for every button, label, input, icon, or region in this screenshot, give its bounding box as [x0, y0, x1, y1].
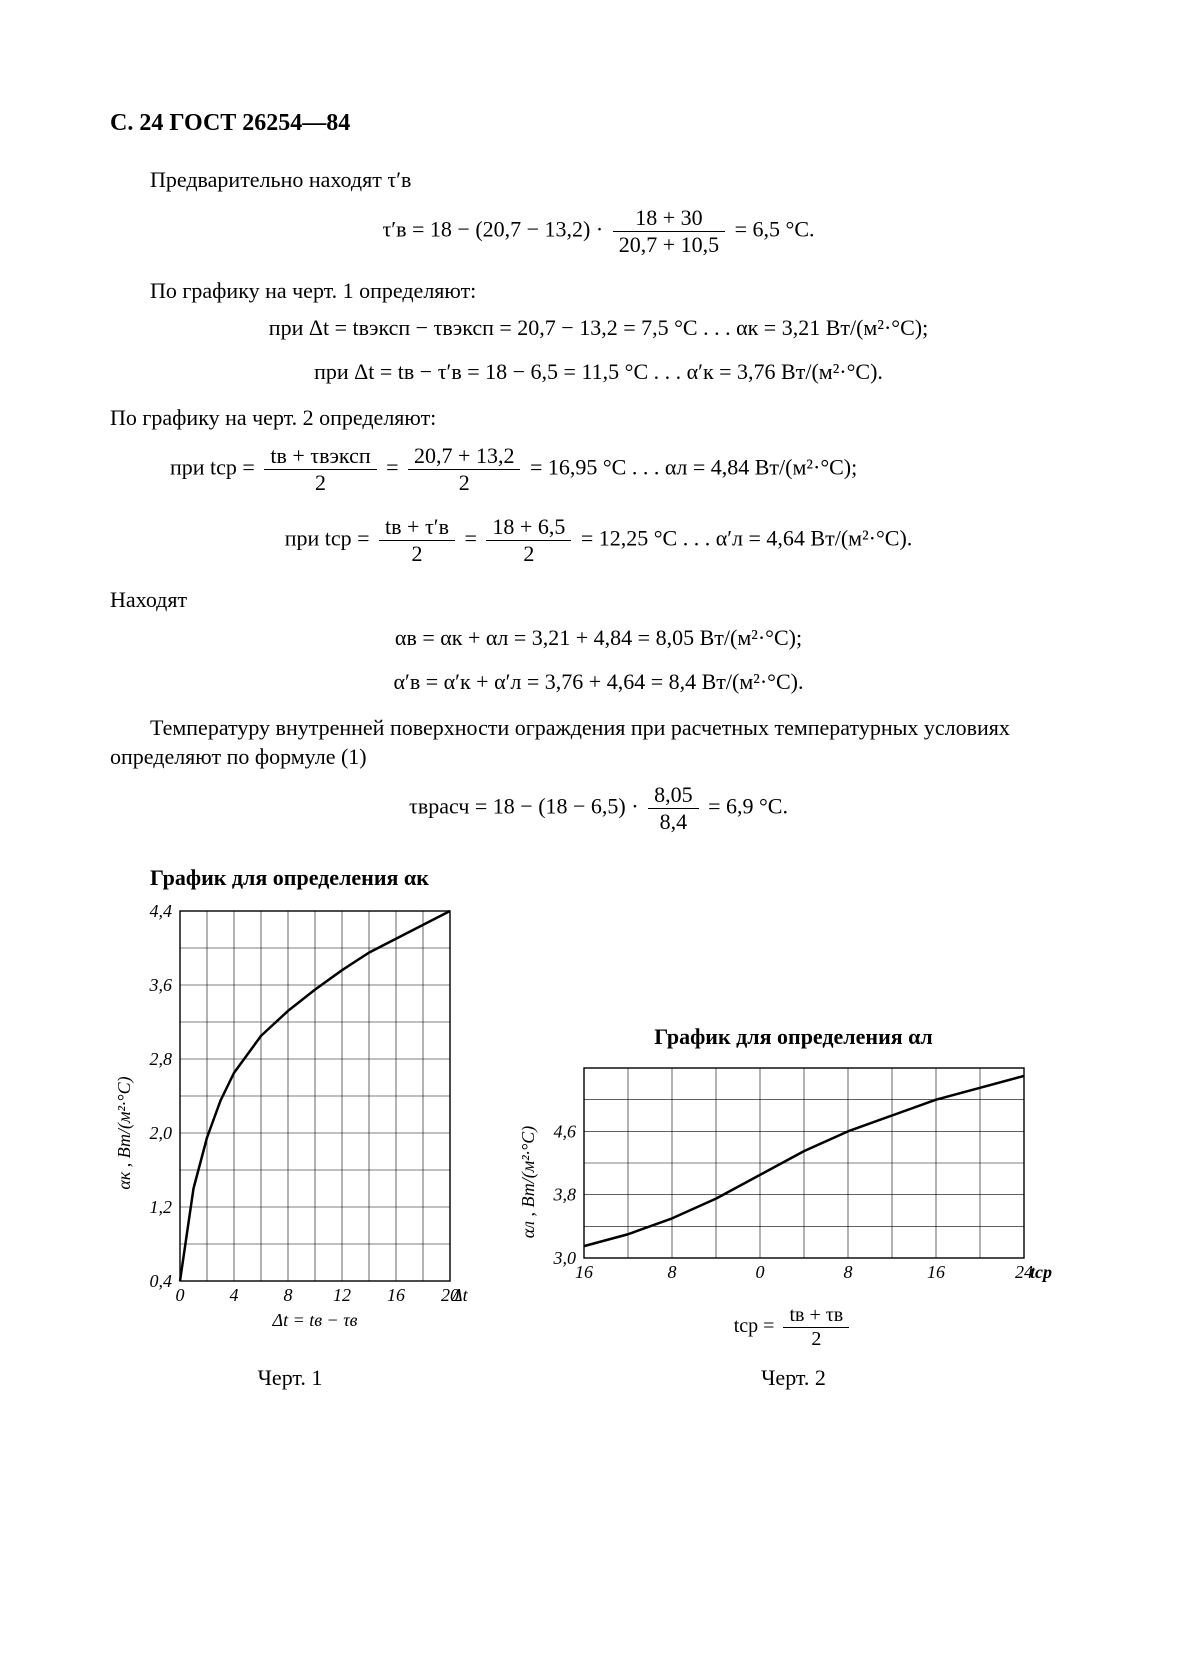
eq1-num: 18 + 30: [613, 205, 725, 232]
chart1-title: График для определения αк: [150, 865, 1087, 891]
equation-tcp-1: при tср = tв + τвэксп 2 = 20,7 + 13,2 2 …: [110, 443, 1087, 496]
eq3b-f1-num: tв + τ′в: [379, 514, 455, 541]
svg-text:αл , Вт/(м²·°C): αл , Вт/(м²·°C): [518, 1126, 539, 1239]
equation-dt-2: при Δt = tв − τ′в = 18 − 6,5 = 11,5 °C .…: [110, 359, 1087, 385]
chart2-xformula-den: 2: [783, 1328, 849, 1351]
eq3a-frac1: tв + τвэксп 2: [264, 443, 376, 496]
svg-text:16: 16: [387, 1285, 405, 1305]
eq3b-lhs: при tср =: [285, 526, 375, 551]
eq5-lhs: τврасч = 18 − (18 − 6,5) ·: [409, 794, 644, 819]
svg-text:16: 16: [575, 1262, 593, 1282]
chart2-xformula-num: tв + τв: [783, 1304, 849, 1328]
svg-text:Δt = tв − τв: Δt = tв − τв: [272, 1310, 358, 1330]
equation-tau-prime: τ′в = 18 − (20,7 − 13,2) · 18 + 30 20,7 …: [110, 205, 1087, 258]
svg-text:αк , Вт/(м²·°C): αк , Вт/(м²·°C): [114, 1077, 135, 1190]
eq3b-f1-den: 2: [379, 541, 455, 567]
svg-text:0: 0: [176, 1285, 185, 1305]
equation-alpha-v-1: αв = αк + αл = 3,21 + 4,84 = 8,05 Вт/(м²…: [110, 625, 1087, 651]
eq3b-f2-num: 18 + 6,5: [486, 514, 571, 541]
page: С. 24 ГОСТ 26254—84 Предварительно наход…: [0, 0, 1187, 1679]
para-chart2-ref: По графику на черт. 2 определяют:: [110, 403, 1087, 433]
eq5-rhs: = 6,9 °C.: [708, 794, 788, 819]
charts-row: 0481216200,41,22,02,83,64,4ΔtΔt = tв − τ…: [110, 901, 1087, 1391]
eq3b-frac2: 18 + 6,5 2: [486, 514, 571, 567]
svg-text:Δt: Δt: [451, 1285, 469, 1305]
svg-text:tср: tср: [1030, 1262, 1052, 1282]
eq3b-rhs: = 12,25 °C . . . α′л = 4,64 Вт/(м²·°C).: [581, 526, 912, 551]
chart2-block: График для определения αл 1680816243,03,…: [500, 1024, 1087, 1391]
para-temperature: Температуру внутренней поверхности ограж…: [110, 713, 1087, 772]
eq3a-f2-num: 20,7 + 13,2: [408, 443, 520, 470]
svg-text:4,6: 4,6: [553, 1121, 576, 1141]
svg-text:3,6: 3,6: [149, 975, 173, 995]
svg-text:0,4: 0,4: [150, 1271, 173, 1291]
svg-text:12: 12: [333, 1285, 351, 1305]
eq3a-lhs: при tср =: [170, 455, 260, 480]
eq3b-frac1: tв + τ′в 2: [379, 514, 455, 567]
equation-tau-rasch: τврасч = 18 − (18 − 6,5) · 8,05 8,4 = 6,…: [110, 782, 1087, 835]
svg-text:3,8: 3,8: [552, 1185, 576, 1205]
eq1-rhs: = 6,5 °C.: [735, 216, 815, 241]
equation-tcp-2: при tср = tв + τ′в 2 = 18 + 6,5 2 = 12,2…: [110, 514, 1087, 567]
chart2-xformula: tср = tв + τв 2: [734, 1304, 853, 1351]
equation-alpha-v-2: α′в = α′к + α′л = 3,76 + 4,64 = 8,4 Вт/(…: [110, 669, 1087, 695]
eq3a-f1-num: tв + τвэксп: [264, 443, 376, 470]
svg-text:3,0: 3,0: [552, 1248, 576, 1268]
svg-text:4: 4: [230, 1285, 239, 1305]
eq3b-mid: =: [464, 526, 482, 551]
eq3a-frac2: 20,7 + 13,2 2: [408, 443, 520, 496]
svg-text:2,8: 2,8: [150, 1049, 173, 1069]
para-find: Находят: [110, 585, 1087, 615]
chart2-title: График для определения αл: [654, 1024, 933, 1050]
chart2-svg: 1680816243,03,84,6tсрαл , Вт/(м²·°C): [514, 1058, 1074, 1298]
svg-text:2,0: 2,0: [150, 1123, 173, 1143]
eq1-fraction: 18 + 30 20,7 + 10,5: [613, 205, 725, 258]
eq1-lhs: τ′в = 18 − (20,7 − 13,2) ·: [382, 216, 608, 241]
svg-text:0: 0: [755, 1262, 764, 1282]
svg-text:16: 16: [927, 1262, 945, 1282]
chart1-caption: Черт. 1: [258, 1365, 323, 1391]
eq1-den: 20,7 + 10,5: [613, 232, 725, 258]
chart1-block: 0481216200,41,22,02,83,64,4ΔtΔt = tв − τ…: [110, 901, 470, 1391]
chart2-caption: Черт. 2: [761, 1365, 826, 1391]
svg-text:4,4: 4,4: [150, 901, 173, 921]
eq3a-f2-den: 2: [408, 470, 520, 496]
eq5-den: 8,4: [648, 809, 699, 835]
svg-text:8: 8: [667, 1262, 676, 1282]
chart1-svg: 0481216200,41,22,02,83,64,4ΔtΔt = tв − τ…: [110, 901, 470, 1351]
svg-text:8: 8: [284, 1285, 293, 1305]
svg-text:8: 8: [843, 1262, 852, 1282]
para-chart1-ref: По графику на черт. 1 определяют:: [110, 276, 1087, 306]
eq3b-f2-den: 2: [486, 541, 571, 567]
eq3a-mid: =: [386, 455, 404, 480]
eq3a-rhs: = 16,95 °C . . . αл = 4,84 Вт/(м²·°C);: [530, 455, 857, 480]
para-preliminary: Предварительно находят τ′в: [110, 165, 1087, 195]
eq5-fraction: 8,05 8,4: [648, 782, 699, 835]
chart2-xformula-lhs: tср =: [734, 1315, 780, 1337]
eq3a-f1-den: 2: [264, 470, 376, 496]
chart2-xformula-frac: tв + τв 2: [783, 1304, 849, 1351]
eq5-num: 8,05: [648, 782, 699, 809]
equation-dt-1: при Δt = tвэксп − τвэксп = 20,7 − 13,2 =…: [110, 315, 1087, 341]
page-header: С. 24 ГОСТ 26254—84: [110, 110, 1087, 137]
svg-text:1,2: 1,2: [150, 1197, 173, 1217]
